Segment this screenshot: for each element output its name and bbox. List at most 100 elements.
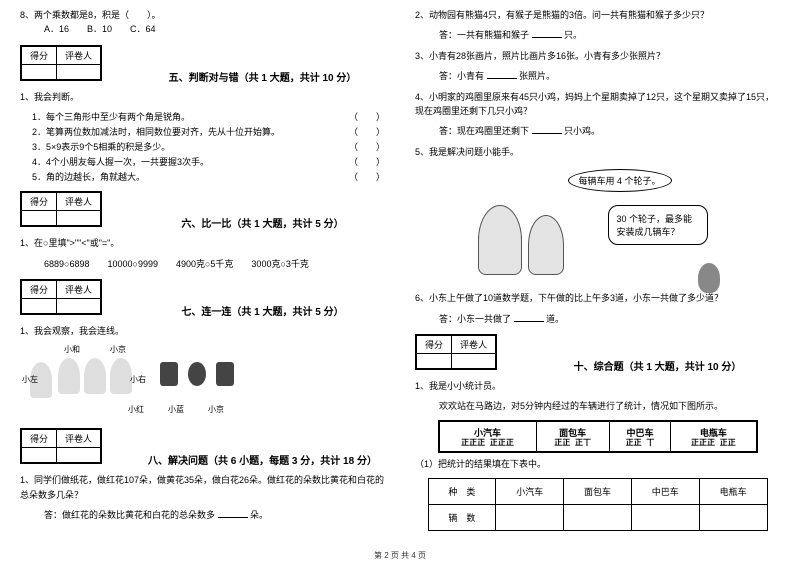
- blank-cell: [22, 448, 57, 463]
- tf-item: 2．笔算两位数加减法时，相同数位要对齐，先从十位开始算。（ ）: [32, 125, 385, 138]
- q2: 2、动物园有熊猫4只，有猴子是熊猫的3倍。问一共有熊猫和猴子多少只？: [415, 8, 780, 22]
- girl-icon: [528, 215, 564, 275]
- q5-illustration: 每辆车用 4 个轮子。 30 个轮子，最多能安装成几辆车？: [468, 165, 728, 285]
- s8-q1: 1、同学们做纸花，做红花107朵，做黄花35朵，做白花26朵。做红花的朵数比黄花…: [20, 473, 385, 502]
- blank-cell: [417, 353, 452, 368]
- tally-head-car: 小汽车 正正正 正正正: [439, 421, 537, 453]
- blank-cell: [452, 353, 496, 368]
- blank-underline: [532, 133, 562, 134]
- object-icon: [216, 362, 234, 386]
- blank-underline: [514, 321, 544, 322]
- scorer-cell: 得分: [22, 430, 57, 448]
- tf-item: 5．角的边越长，角就越大。（ ）: [32, 170, 385, 183]
- section5-header: 得分 评卷人 五、判断对与错（共 1 大题，共计 10 分）: [20, 45, 385, 84]
- scorer-cell: 得分: [22, 280, 57, 298]
- blank-underline: [532, 37, 562, 38]
- a4: 答：现在鸡圈里还剩下 只小鸡。: [415, 124, 780, 138]
- a1-pre: 答：做红花的朵数比黄花和白花的总朵数多: [44, 510, 215, 520]
- th-car: 小汽车: [496, 478, 564, 504]
- child-icon: [110, 358, 132, 394]
- left-column: 8、两个乘数都是8，积是（ ）。 A．16 B．10 C．64 得分 评卷人 五…: [0, 0, 400, 565]
- td-blank: [699, 504, 767, 530]
- object-icon: [160, 362, 178, 386]
- score-box-7: 得分评卷人: [20, 279, 102, 315]
- label-you: 小右: [130, 374, 146, 385]
- section7-title: 七、连一连（共 1 大题，共计 5 分）: [140, 303, 385, 318]
- boy-icon: [478, 205, 522, 275]
- label-jing: 小京: [110, 344, 126, 355]
- th-count: 辆 数: [428, 504, 496, 530]
- section8-header: 得分评卷人 八、解决问题（共 6 小题，每题 3 分，共计 18 分）: [20, 428, 385, 467]
- section10-title: 十、综合题（共 1 大题，共计 10 分）: [535, 358, 780, 373]
- tally-head-ebike: 电瓶车 正正正 正正: [671, 421, 757, 453]
- a1-post: 朵。: [250, 510, 268, 520]
- td-blank: [496, 504, 564, 530]
- object-icon: [188, 362, 206, 386]
- s7-q1: 1、我会观察，我会连线。: [20, 324, 385, 338]
- page-footer: 第 2 页 共 4 页: [0, 550, 800, 561]
- children-illus: 小和 小京 小左 小右 小红 小蓝 小京: [20, 344, 240, 420]
- reviewer-cell: 评卷人: [57, 46, 101, 64]
- th-midbus: 中巴车: [631, 478, 699, 504]
- s8-a1: 答：做红花的朵数比黄花和白花的总朵数多 朵。: [20, 508, 385, 522]
- a3: 答：小青有 张照片。: [415, 69, 780, 83]
- section10-header: 得分评卷人 十、综合题（共 1 大题，共计 10 分）: [415, 334, 780, 373]
- section6-title: 六、比一比（共 1 大题，共计 5 分）: [140, 215, 385, 230]
- th-ebike: 电瓶车: [699, 478, 767, 504]
- label-hong: 小红: [128, 404, 144, 415]
- score-box-6: 得分评卷人: [20, 191, 102, 227]
- score-box-8: 得分评卷人: [20, 428, 102, 464]
- a2-post: 只。: [564, 30, 582, 40]
- tf-item: 4．4个小朋友每人握一次，一共要握3次手。（ ）: [32, 155, 385, 168]
- q4: 4、小明家的鸡圈里原来有45只小鸡，妈妈上个星期卖掉了12只，这个星期又卖掉了1…: [415, 90, 780, 119]
- blank-cell: [22, 211, 57, 226]
- s10-sub1: （1）把统计的结果填在下表中。: [415, 457, 780, 471]
- a6: 答：小东一共做了 道。: [415, 312, 780, 326]
- owl-icon: [698, 263, 720, 293]
- scorer-cell: 得分: [22, 193, 57, 211]
- q6: 6、小东上午做了10道数学题，下午做的比上午多3道，小东一共做了多少道？: [415, 291, 780, 305]
- child-icon: [84, 358, 106, 394]
- a6-pre: 答：小东一共做了: [439, 314, 511, 324]
- th-van: 面包车: [564, 478, 632, 504]
- a3-pre: 答：小青有: [439, 71, 484, 81]
- blank-underline: [487, 78, 517, 79]
- td-blank: [631, 504, 699, 530]
- reviewer-cell: 评卷人: [57, 430, 101, 448]
- blank-cell: [57, 211, 101, 226]
- s6-q1: 1、在○里填">""<"或"="。: [20, 236, 385, 250]
- a2: 答：一共有熊猫和猴子 只。: [415, 28, 780, 42]
- blank-cell: [22, 298, 57, 313]
- blank-underline: [218, 517, 248, 518]
- q3: 3、小青有28张画片，照片比画片多16张。小青有多少张照片？: [415, 49, 780, 63]
- label-zuo: 小左: [22, 374, 38, 385]
- s10-q1b: 欢欢站在马路边，对5分钟内经过的车辆进行了统计，情况如下图所示。: [415, 399, 780, 413]
- blank-cell: [22, 64, 57, 79]
- th-type: 种 类: [428, 478, 496, 504]
- label-jing2: 小京: [208, 404, 224, 415]
- reviewer-cell: 评卷人: [452, 335, 496, 353]
- a4-pre: 答：现在鸡圈里还剩下: [439, 126, 529, 136]
- a4-post: 只小鸡。: [564, 126, 600, 136]
- child-icon: [58, 358, 80, 394]
- q8-text: 8、两个乘数都是8，积是（ ）。: [20, 8, 385, 22]
- score-box-5: 得分 评卷人: [20, 45, 102, 81]
- blank-cell: [57, 298, 101, 313]
- s5-items: 1．每个三角形中至少有两个角是锐角。（ ） 2．笔算两位数加减法时，相同数位要对…: [20, 110, 385, 183]
- q8: 8、两个乘数都是8，积是（ ）。 A．16 B．10 C．64: [20, 8, 385, 37]
- blank-cell: [57, 64, 101, 79]
- tally-head-midbus: 中巴车 正正 丅: [609, 421, 670, 453]
- section6-header: 得分评卷人 六、比一比（共 1 大题，共计 5 分）: [20, 191, 385, 230]
- section7-header: 得分评卷人 七、连一连（共 1 大题，共计 5 分）: [20, 279, 385, 318]
- td-blank: [564, 504, 632, 530]
- result-table: 种 类 小汽车 面包车 中巴车 电瓶车 辆 数: [428, 478, 768, 531]
- tf-item: 3．5×9表示9个5相乘的积是多少。（ ）: [32, 140, 385, 153]
- section8-title: 八、解决问题（共 6 小题，每题 3 分，共计 18 分）: [140, 452, 385, 467]
- reviewer-cell: 评卷人: [57, 193, 101, 211]
- s5-intro: 1、我会判断。: [20, 90, 385, 104]
- speech-bubble-1: 每辆车用 4 个轮子。: [568, 169, 672, 192]
- s10-q1: 1、我是小小统计员。: [415, 379, 780, 393]
- q5: 5、我是解决问题小能手。: [415, 145, 780, 159]
- tally-table: 小汽车 正正正 正正正 面包车 正正 正丅 中巴车 正正 丅 电瓶车 正正正 正…: [438, 420, 758, 454]
- tf-item: 1．每个三角形中至少有两个角是锐角。（ ）: [32, 110, 385, 123]
